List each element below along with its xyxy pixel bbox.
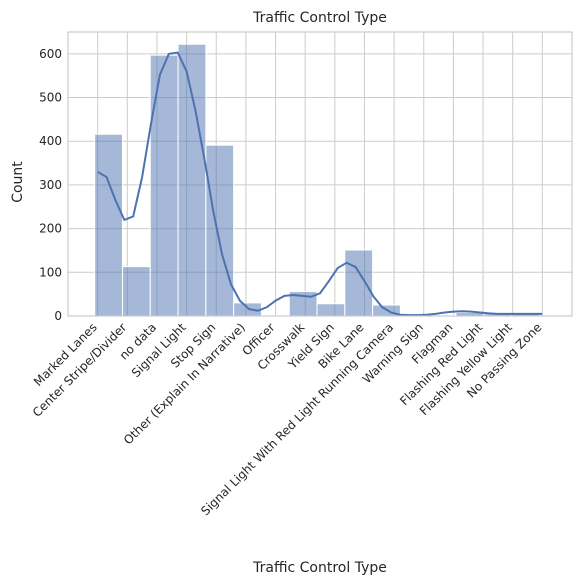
kde-density-line [97, 51, 543, 317]
chart-title: Traffic Control Type [252, 10, 387, 26]
y-tick-label: 100 [39, 265, 62, 279]
histogram-bar [233, 302, 262, 317]
histogram-bar [121, 266, 151, 317]
y-tick-label: 200 [39, 222, 62, 236]
histogram-bar [177, 43, 207, 317]
histogram-bar [149, 54, 179, 317]
x-axis-label: Traffic Control Type [252, 560, 387, 576]
bars [94, 43, 540, 317]
plot-frame [67, 31, 573, 317]
y-tick-label: 0 [54, 309, 62, 323]
y-tick-label: 600 [39, 47, 62, 61]
histogram-bar [316, 303, 346, 317]
histogram-bar [344, 249, 374, 317]
y-tick-label: 400 [39, 134, 62, 148]
y-tick-label: 500 [39, 91, 62, 105]
histogram-bar [94, 133, 123, 317]
histogram-bar [205, 144, 235, 317]
y-axis-label: Count [10, 161, 26, 203]
y-tick-label: 300 [39, 178, 62, 192]
y-tick-labels: 0 100 200 300 400 500 600 [39, 47, 62, 323]
